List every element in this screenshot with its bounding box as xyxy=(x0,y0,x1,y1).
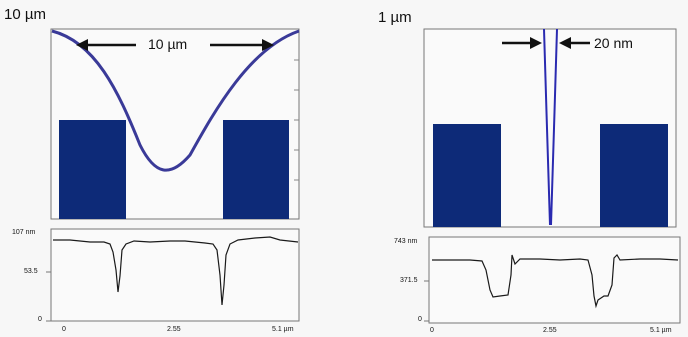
left-frame-ticks xyxy=(294,59,299,181)
left-profile-x1: 2.55 xyxy=(167,326,181,333)
left-profile-x2: 5.1 µm xyxy=(272,326,294,333)
right-profile-frame xyxy=(428,236,681,324)
right-annotation: 20 nm xyxy=(594,35,633,51)
right-profile-x1: 2.55 xyxy=(543,327,557,334)
left-field-curve xyxy=(51,29,300,172)
right-block-right xyxy=(600,124,668,227)
right-profile-ymid: 371.5 xyxy=(400,277,418,284)
right-profile-ytop: 743 nm xyxy=(394,238,418,245)
right-profile-x0: 0 xyxy=(430,327,434,334)
left-scale-label: 10 µm xyxy=(4,6,46,23)
left-profile-trace xyxy=(53,236,299,306)
left-profile-x0: 0 xyxy=(62,326,66,333)
left-arrow-head-right xyxy=(262,39,274,51)
right-field-line-right xyxy=(550,28,558,226)
right-profile-x2: 5.1 µm xyxy=(650,327,672,334)
right-profile-trace xyxy=(432,254,679,309)
left-profile-yzero: 0 xyxy=(38,316,42,323)
left-profile-ymid: 53.5 xyxy=(24,268,38,275)
left-arrow-head-left xyxy=(76,39,88,51)
right-field-line-left xyxy=(543,28,551,226)
left-profile-ytop: 107 nm xyxy=(12,229,36,236)
left-block-right xyxy=(223,120,289,219)
right-profile-yzero: 0 xyxy=(418,316,422,323)
right-arrow-head-left xyxy=(530,37,542,49)
right-scale-label: 1 µm xyxy=(378,9,412,26)
right-block-left xyxy=(433,124,501,227)
left-profile-frame xyxy=(50,228,300,322)
left-block-left xyxy=(59,120,126,219)
right-arrow-head-right xyxy=(559,37,571,49)
left-annotation: 10 µm xyxy=(148,36,188,52)
